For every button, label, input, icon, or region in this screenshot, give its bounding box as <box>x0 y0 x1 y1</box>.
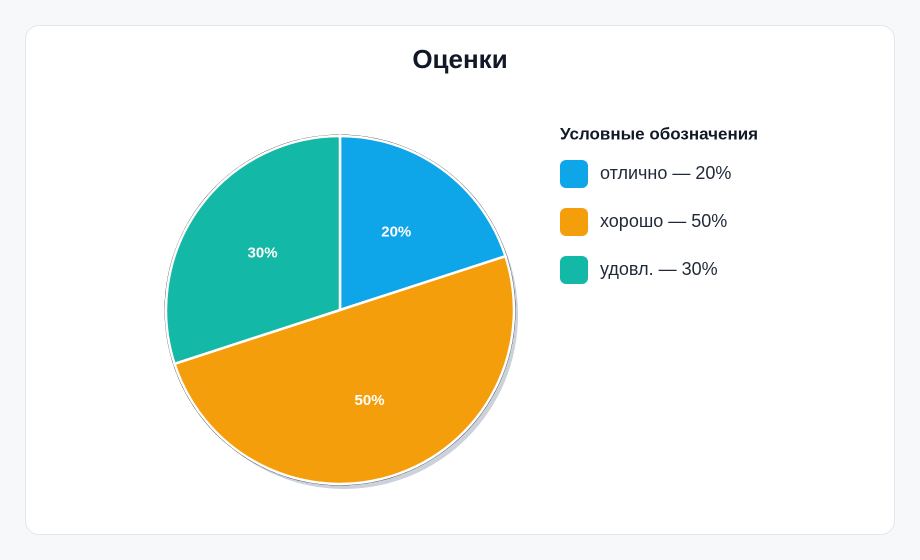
chart-title: Оценки <box>412 44 507 74</box>
data-label: 50% <box>355 392 385 409</box>
pie-slice <box>172 254 516 486</box>
data-label: 30% <box>248 245 278 262</box>
legend-label: удовл. — 30% <box>600 259 718 279</box>
legend-label: хорошо — 50% <box>600 211 727 231</box>
legend-swatch <box>560 208 588 236</box>
pie-slice <box>164 134 342 366</box>
legend-swatch <box>560 160 588 188</box>
legend-title: Условные обозначения <box>560 124 758 143</box>
legend-label: отлично — 20% <box>600 163 731 183</box>
legend-swatch <box>560 256 588 284</box>
data-label: 20% <box>381 224 411 241</box>
pie-slice <box>338 134 508 312</box>
